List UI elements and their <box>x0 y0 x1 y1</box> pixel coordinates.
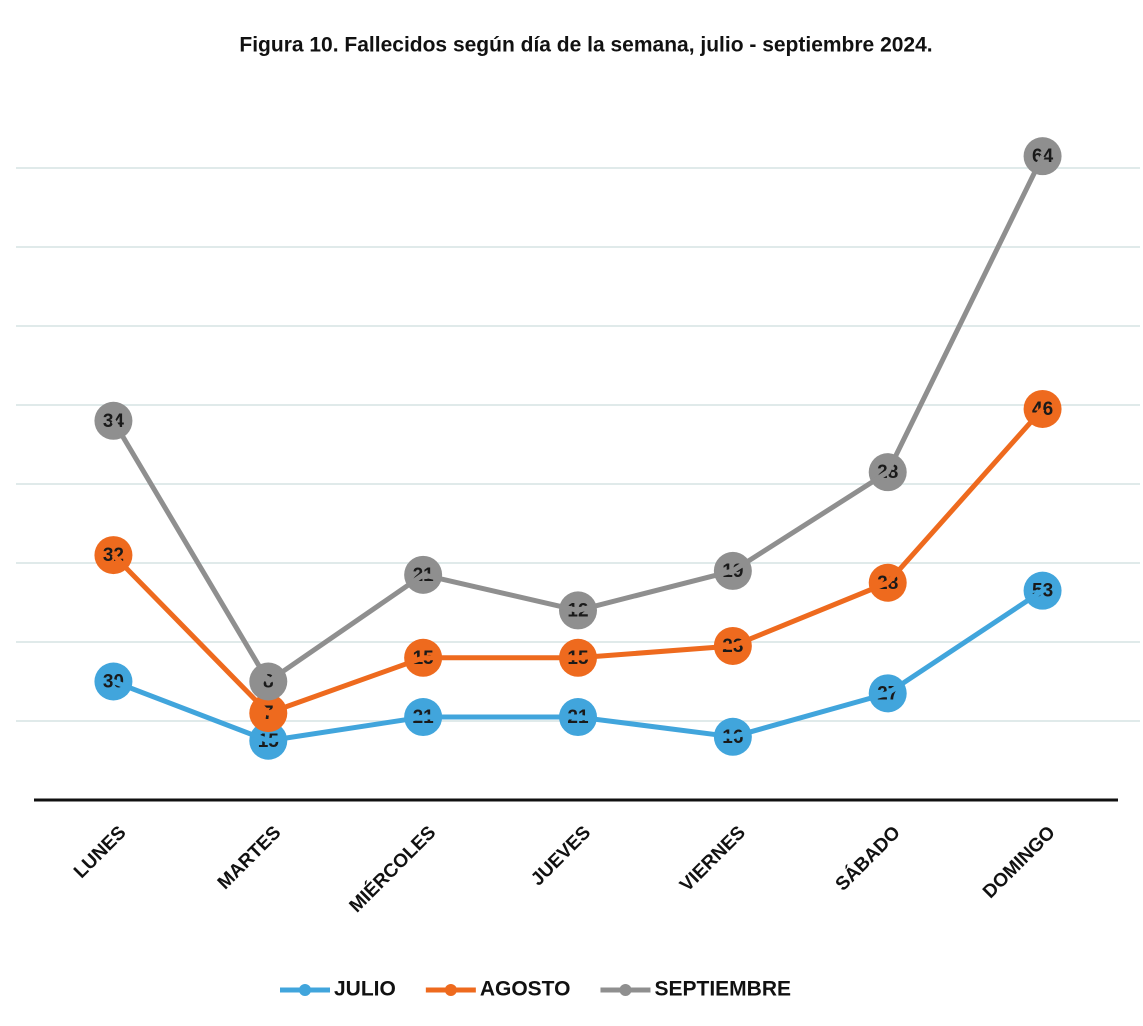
legend-label: AGOSTO <box>480 978 571 1001</box>
chart-title: Figura 10. Fallecidos según día de la se… <box>239 34 932 57</box>
series-line <box>112 588 1044 744</box>
legend-marker <box>444 984 457 996</box>
series-line <box>111 407 1045 716</box>
legend-label: JULIO <box>334 978 396 1001</box>
legend-label: SEPTIEMBRE <box>654 978 791 1001</box>
legend-marker <box>619 984 632 996</box>
legend-marker <box>299 984 311 996</box>
series-line <box>111 155 1045 684</box>
